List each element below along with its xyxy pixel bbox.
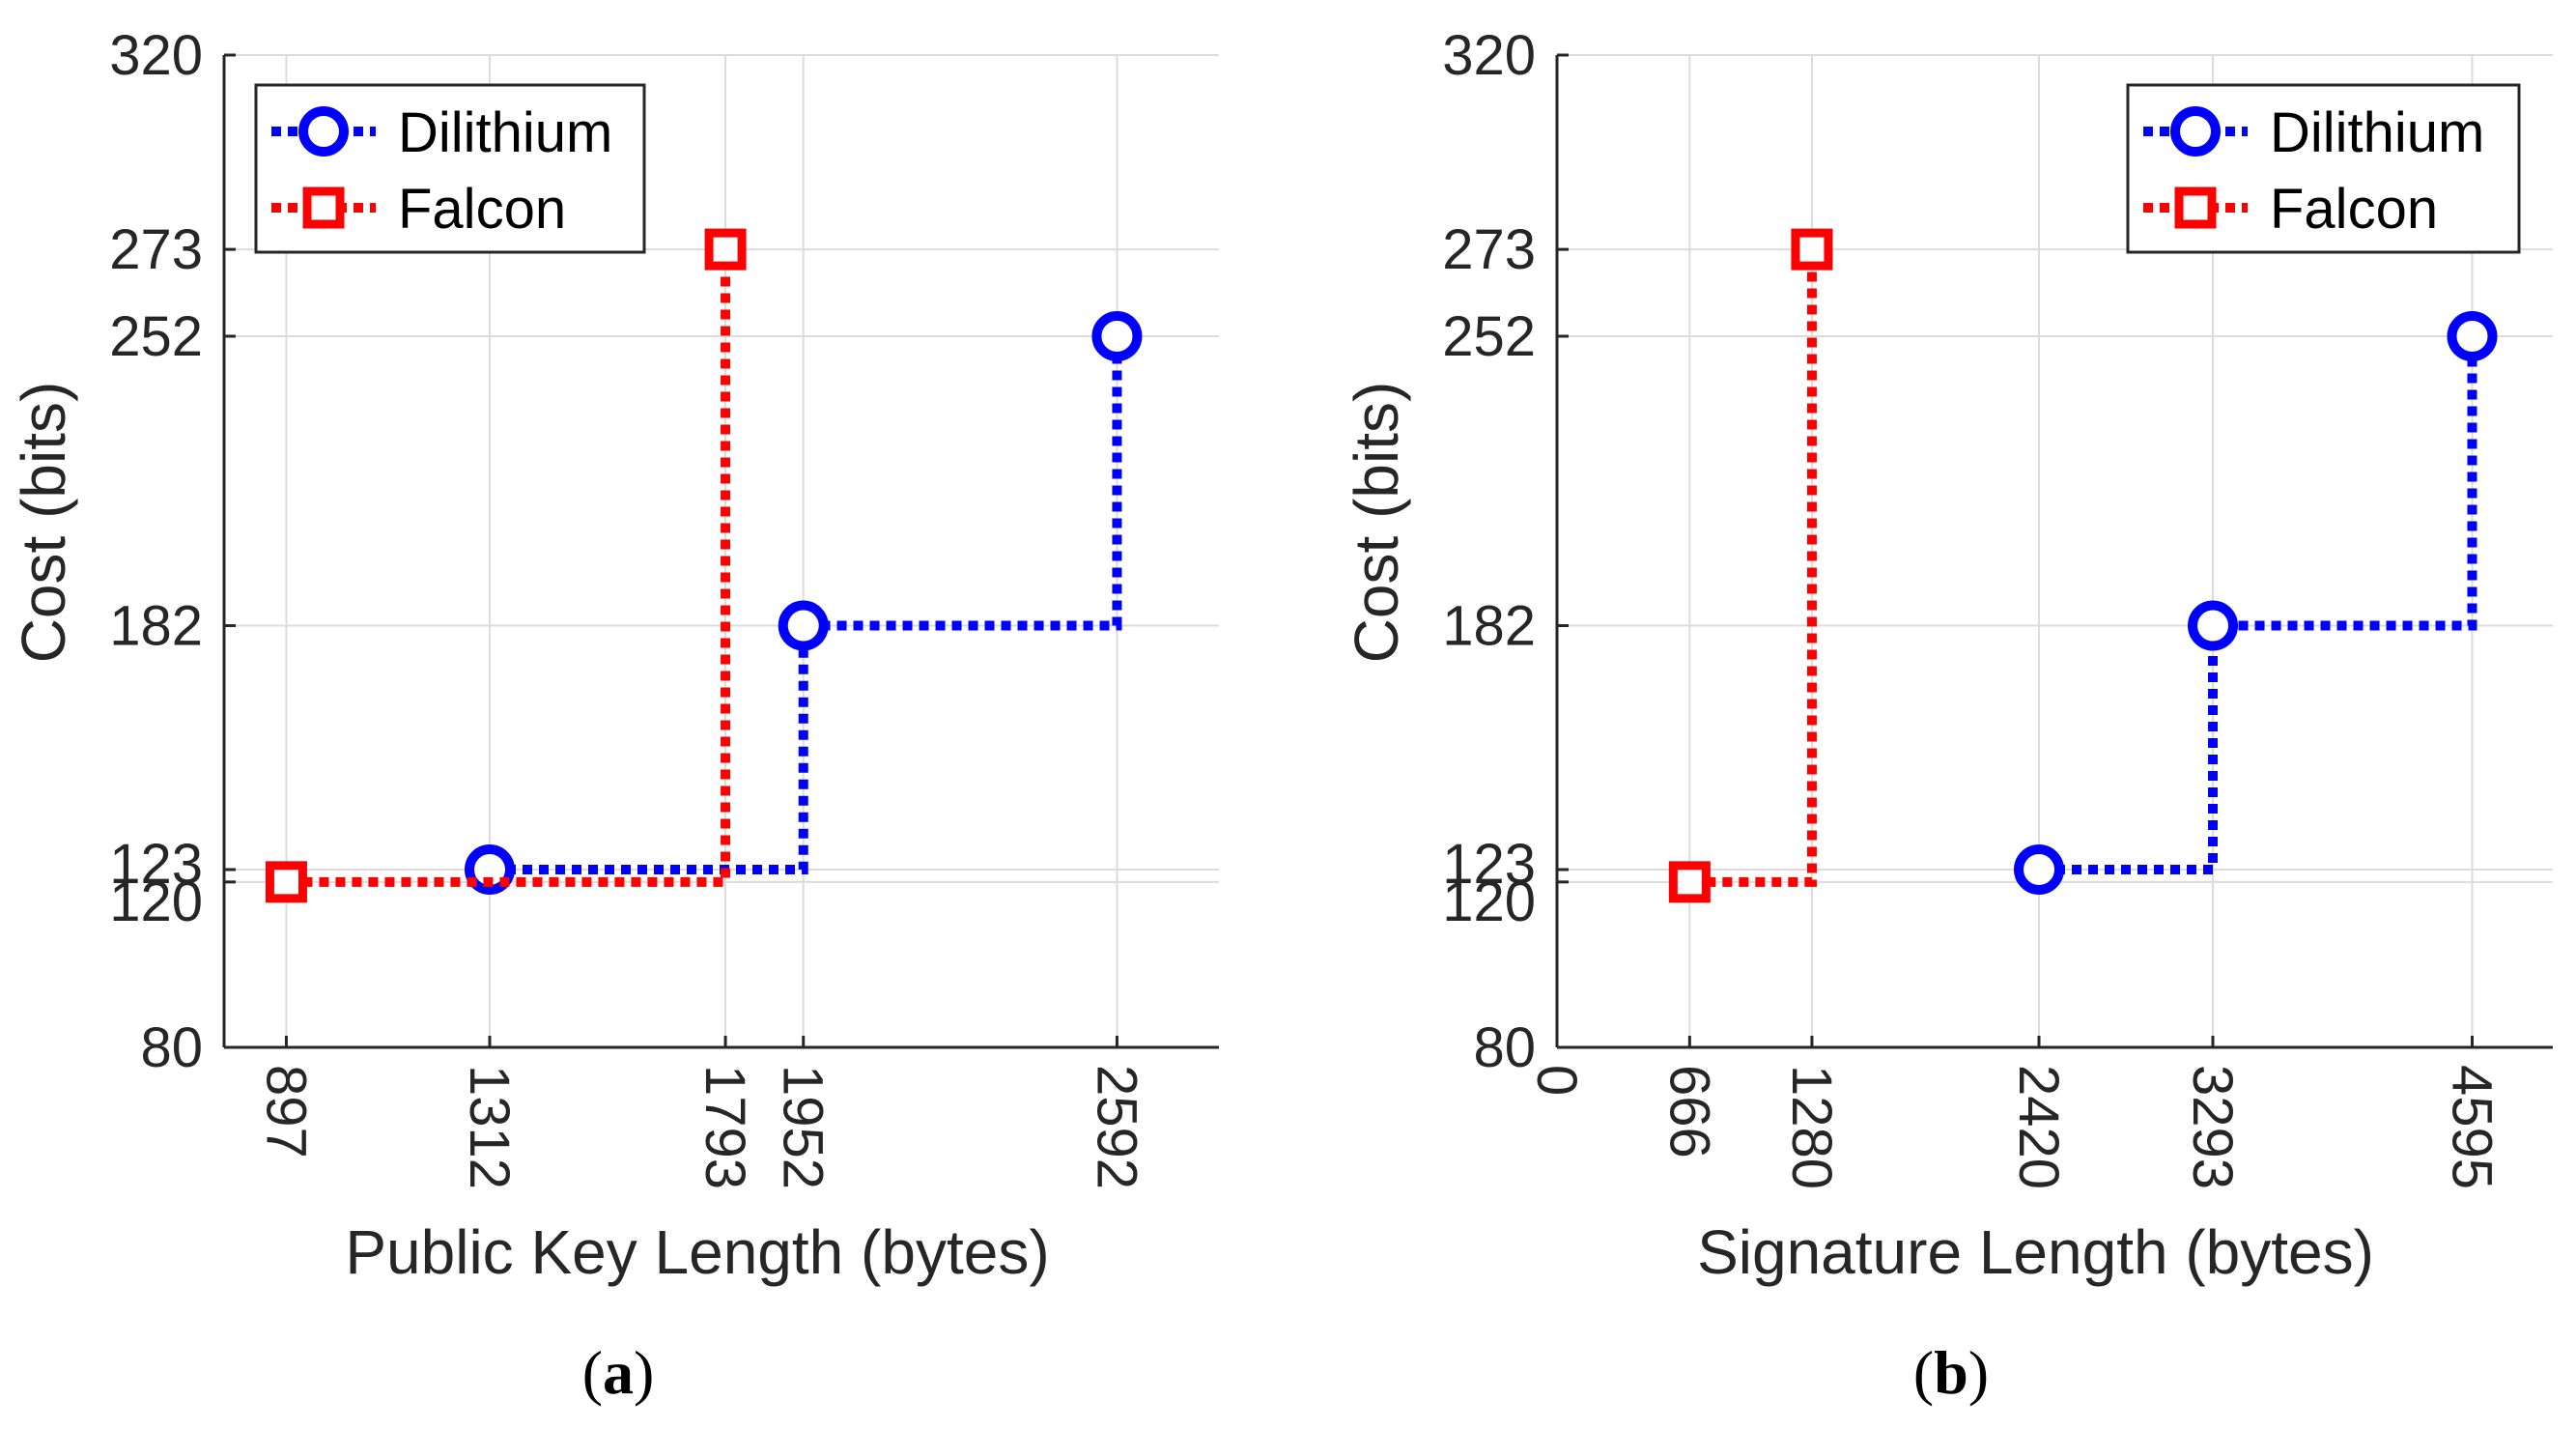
legend-marker-falcon [302,186,345,229]
y-axis-label: Cost (bits) [9,382,78,664]
legend: Dilithium Falcon [254,83,646,254]
y-tick-label: 252 [1442,305,1536,368]
y-tick-label: 320 [1442,24,1536,87]
series-line-falcon [286,249,731,887]
legend-marker-falcon [2174,186,2217,229]
y-axis-label: Cost (bits) [1342,382,1411,664]
legend-marker-dilithium [2170,106,2221,157]
legend-marker-dilithium [298,106,349,157]
y-tick-label: 120 [109,871,203,933]
x-tick-label: 1312 [458,1065,521,1189]
subfigure-caption: (b) [1913,1338,1989,1407]
y-tick-label: 273 [109,218,203,281]
series-line-dilithium [2039,335,2477,874]
point-dilithium [2014,843,2065,895]
y-tick-label: 123 [1442,833,1536,896]
legend-label-falcon: Falcon [398,178,566,241]
subfigure-caption: (a) [582,1338,655,1407]
legend-label-dilithium: Dilithium [398,101,612,164]
point-falcon [1791,228,1833,271]
x-tick-label: 1793 [694,1065,756,1189]
y-tick-label: 320 [109,24,203,87]
x-axis-label: Public Key Length (bytes) [345,1217,1049,1287]
point-falcon [1668,861,1711,903]
caption-label: a [603,1338,634,1407]
y-tick-label: 273 [1442,218,1536,281]
point-falcon [704,228,747,271]
x-tick-label: 4595 [2440,1065,2503,1189]
y-tick-label: 182 [109,595,203,658]
point-dilithium [2447,310,2498,361]
x-tick-label: 0 [1525,1065,1588,1096]
x-tick-label: 2420 [2007,1065,2070,1189]
x-tick-label: 1952 [772,1065,835,1189]
legend-label-dilithium: Dilithium [2270,101,2484,164]
x-tick-label: 3293 [2181,1065,2244,1189]
x-tick-label: 2592 [1085,1065,1147,1189]
x-tick-label: 666 [1657,1065,1720,1158]
legend-label-falcon: Falcon [2270,178,2438,241]
y-tick-label: 182 [1442,595,1536,658]
point-dilithium [1091,310,1143,361]
x-tick-label: 1280 [1780,1065,1843,1189]
point-dilithium [778,600,829,651]
y-tick-label: 80 [1473,1016,1536,1079]
point-falcon [265,861,307,903]
y-tick-label: 80 [140,1016,203,1079]
x-axis-label: Signature Length (bytes) [1697,1217,2374,1287]
caption-label: b [1934,1338,1968,1407]
series-line-falcon [1689,249,1817,887]
y-tick-label: 120 [1442,871,1536,933]
y-tick-label: 252 [109,305,203,368]
y-tick-label: 123 [109,833,203,896]
point-dilithium [2188,600,2239,651]
legend: Dilithium Falcon [2126,83,2521,254]
x-tick-label: 897 [254,1065,317,1158]
